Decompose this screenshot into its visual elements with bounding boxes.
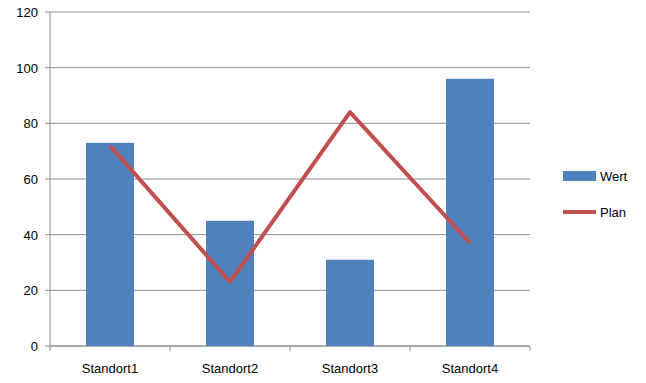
- y-tick: [45, 346, 50, 347]
- y-tick-label: 120: [16, 5, 38, 20]
- y-tick: [45, 12, 50, 13]
- bar: [86, 143, 134, 346]
- grid-line: [50, 12, 530, 13]
- y-tick-label: 20: [24, 283, 38, 298]
- y-tick: [45, 123, 50, 124]
- legend-label: Plan: [600, 205, 626, 220]
- y-tick: [45, 179, 50, 180]
- y-tick: [45, 234, 50, 235]
- x-tick-label: Standort3: [322, 361, 378, 376]
- y-tick-label: 100: [16, 61, 38, 76]
- x-tick: [170, 346, 171, 351]
- y-tick: [45, 290, 50, 291]
- x-tick: [290, 346, 291, 351]
- x-tick: [530, 346, 531, 351]
- chart-svg: 0 20 40 60 80 100 120 Standort1 Standort2 Standor…: [0, 0, 646, 383]
- y-tick-label: 40: [24, 228, 38, 243]
- x-tick: [50, 346, 51, 351]
- legend-swatch: [563, 171, 596, 181]
- line: [110, 112, 470, 282]
- y-axis: [50, 12, 51, 346]
- x-tick-label: Standort4: [442, 361, 498, 376]
- legend-label: Wert: [600, 169, 628, 184]
- x-tick-label: Standort2: [202, 361, 258, 376]
- y-tick-label: 80: [24, 116, 38, 131]
- legend-swatch: [563, 210, 596, 214]
- chart-container: 0 20 40 60 80 100 120 Standort1 Standort2 Standor…: [0, 0, 646, 383]
- x-tick: [410, 346, 411, 351]
- grid-line: [50, 67, 530, 68]
- y-tick: [45, 67, 50, 68]
- bar: [326, 260, 374, 346]
- bar: [446, 79, 494, 346]
- y-tick-label: 0: [31, 339, 38, 354]
- y-tick-label: 60: [24, 172, 38, 187]
- x-tick-label: Standort1: [82, 361, 138, 376]
- plot-marks: [86, 79, 494, 346]
